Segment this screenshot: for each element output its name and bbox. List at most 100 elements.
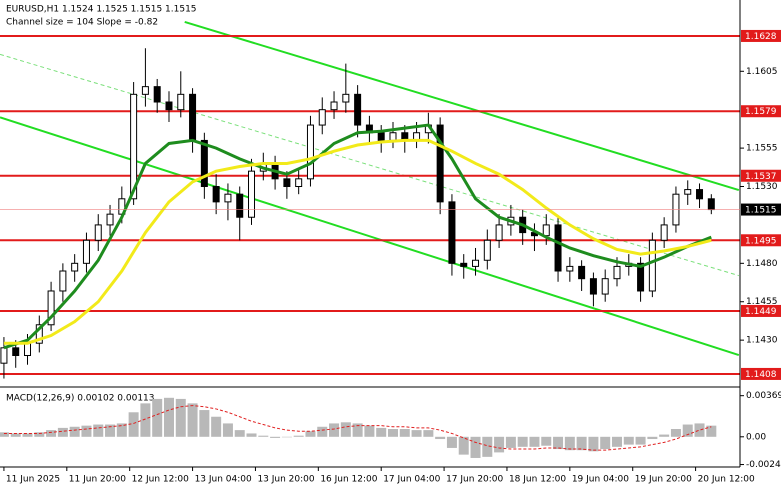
- macd-bar: [305, 431, 316, 437]
- macd-bar: [482, 436, 493, 457]
- macd-bar: [93, 424, 104, 437]
- candle-body: [696, 189, 704, 200]
- candle-body: [566, 265, 574, 272]
- macd-bar: [659, 434, 670, 437]
- macd-bar: [187, 403, 198, 437]
- last-price-box: [741, 203, 781, 216]
- candle-body: [0, 347, 8, 364]
- candle-body: [542, 224, 550, 237]
- macd-bar: [81, 425, 92, 437]
- macd-y-tick-label: 0.00369: [746, 391, 781, 401]
- candle-body: [472, 259, 480, 267]
- candle-body: [342, 93, 350, 103]
- macd-bar: [458, 436, 469, 455]
- candle-body: [224, 193, 232, 203]
- candle-body: [578, 265, 586, 280]
- level-label-box: [741, 304, 781, 317]
- x-tick-label: 11 Jun 20:00: [69, 475, 126, 485]
- macd-bar: [246, 433, 257, 437]
- macd-bar: [517, 436, 528, 447]
- level-label: 1.1408: [745, 370, 777, 380]
- macd-bar: [694, 423, 705, 437]
- candle-body: [684, 189, 692, 195]
- candle-body: [130, 93, 138, 200]
- channel-line: [0, 53, 739, 277]
- candle-body: [554, 224, 562, 272]
- channel-line: [184, 21, 740, 191]
- candle-body: [35, 324, 43, 344]
- x-tick-label: 19 Jun 04:00: [572, 475, 629, 485]
- macd-bar: [222, 423, 233, 437]
- macd-bar: [163, 397, 174, 437]
- candle-body: [71, 262, 79, 272]
- x-tick-label: 16 Jun 12:00: [320, 475, 377, 485]
- level-label-box: [741, 105, 781, 118]
- candle-body: [460, 262, 468, 267]
- candle-body: [483, 239, 491, 261]
- candle-body: [200, 139, 208, 188]
- macd-bar: [435, 436, 446, 440]
- macd-bar: [57, 427, 68, 437]
- candle-body: [495, 224, 503, 241]
- y-tick-label: 1.1480: [746, 259, 778, 269]
- macd-bar: [317, 426, 328, 437]
- candle-body: [354, 93, 362, 126]
- last-price-label: 1.1515: [745, 206, 777, 216]
- macd-bar: [329, 423, 340, 437]
- candle-body: [177, 93, 185, 111]
- level-label: 1.1449: [745, 307, 777, 317]
- candle-body: [306, 124, 314, 180]
- macd-y-tick-label: -0.00249: [746, 460, 781, 470]
- candle-body: [212, 186, 220, 203]
- candle-body: [47, 290, 55, 326]
- macd-bar: [529, 436, 540, 447]
- macd-bar: [281, 436, 292, 438]
- x-tick-label: 12 Jun 12:00: [132, 475, 189, 485]
- candle-body: [59, 270, 67, 292]
- candle-body: [106, 213, 114, 226]
- macd-bar: [152, 398, 163, 437]
- x-tick-label: 17 Jun 04:00: [383, 475, 440, 485]
- macd-bar: [670, 429, 681, 437]
- candle-body: [318, 109, 326, 126]
- level-label-box: [741, 169, 781, 182]
- candle-body: [236, 193, 244, 218]
- y-tick-label: 1.1430: [746, 336, 778, 346]
- macd-bar: [505, 436, 516, 448]
- x-tick-label: 11 Jun 2025: [6, 475, 60, 485]
- candle-body: [12, 347, 20, 357]
- macd-y-tick-label: 0.00: [746, 432, 766, 442]
- macd-bar: [175, 398, 186, 437]
- macd-bar: [376, 427, 387, 437]
- macd-bar: [34, 432, 45, 437]
- candle-body: [283, 178, 291, 188]
- macd-bar: [234, 430, 245, 437]
- macd-bar: [10, 433, 21, 437]
- macd-bar: [423, 430, 434, 437]
- macd-bar: [69, 426, 80, 437]
- y-tick-label: 1.1555: [746, 144, 778, 154]
- level-label-box: [741, 29, 781, 42]
- macd-bar: [411, 430, 422, 437]
- macd-bar: [0, 432, 9, 437]
- level-label: 1.1495: [745, 236, 777, 246]
- candle-body: [589, 278, 597, 295]
- macd-bar: [576, 436, 587, 451]
- macd-bar: [22, 433, 33, 437]
- macd-bar: [588, 436, 599, 452]
- macd-bar: [706, 425, 717, 437]
- candle-body: [601, 278, 609, 295]
- candle-body: [448, 201, 456, 264]
- macd-bar: [258, 435, 269, 437]
- candle-body: [707, 198, 715, 211]
- macd-bar: [140, 403, 151, 437]
- macd-bar: [199, 410, 210, 437]
- candle-body: [436, 124, 444, 203]
- chart-subtitle: Channel size = 104 Slope = -0.82: [6, 18, 158, 28]
- level-label: 1.1628: [745, 32, 777, 42]
- x-tick-label: 13 Jun 20:00: [257, 475, 314, 485]
- macd-bar: [293, 435, 304, 437]
- macd-bar: [364, 425, 375, 437]
- macd-bar: [446, 436, 457, 448]
